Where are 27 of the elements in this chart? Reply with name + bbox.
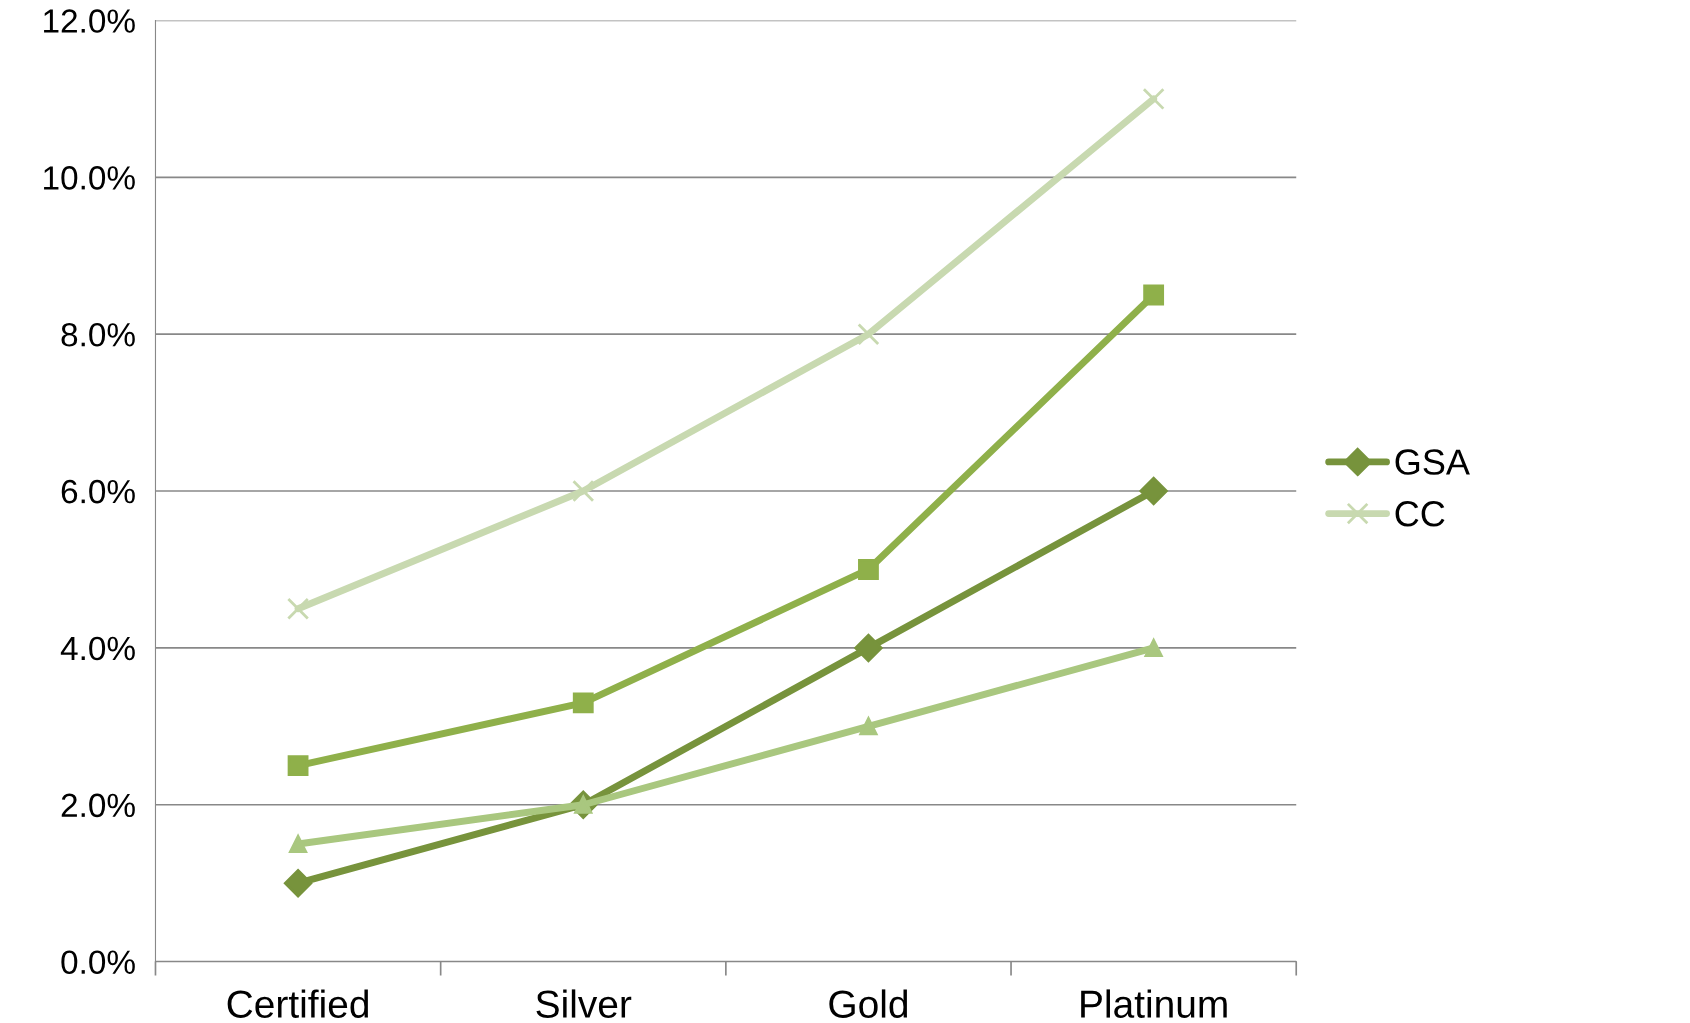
point xyxy=(1144,638,1163,657)
point xyxy=(857,323,880,346)
point xyxy=(283,869,313,898)
point xyxy=(859,717,878,736)
x-tick-label: Silver xyxy=(536,989,632,1018)
y-tick-label: 2.0% xyxy=(61,793,135,818)
point xyxy=(1139,476,1168,506)
point xyxy=(287,755,309,776)
x-tick-label: Platinum xyxy=(1081,989,1227,1018)
y-tick-label: 8.0% xyxy=(61,322,135,347)
legend-label: GSA xyxy=(1395,449,1470,475)
point xyxy=(572,479,595,503)
x-tick-label: Gold xyxy=(829,989,908,1018)
x-tick-label: Certified xyxy=(227,989,368,1018)
point xyxy=(858,559,879,580)
point xyxy=(1142,87,1165,110)
point xyxy=(572,692,594,714)
y-tick-label: 0.0% xyxy=(61,950,135,975)
point xyxy=(289,834,308,853)
point xyxy=(854,633,883,663)
y-tick-label: 10.0% xyxy=(44,166,135,190)
y-tick-label: 6.0% xyxy=(61,479,135,504)
point xyxy=(1143,284,1165,306)
y-tick-label: 12.0% xyxy=(44,9,135,33)
legend-label: CC xyxy=(1395,501,1445,527)
y-tick-label: 4.0% xyxy=(60,636,135,661)
point xyxy=(286,597,310,620)
